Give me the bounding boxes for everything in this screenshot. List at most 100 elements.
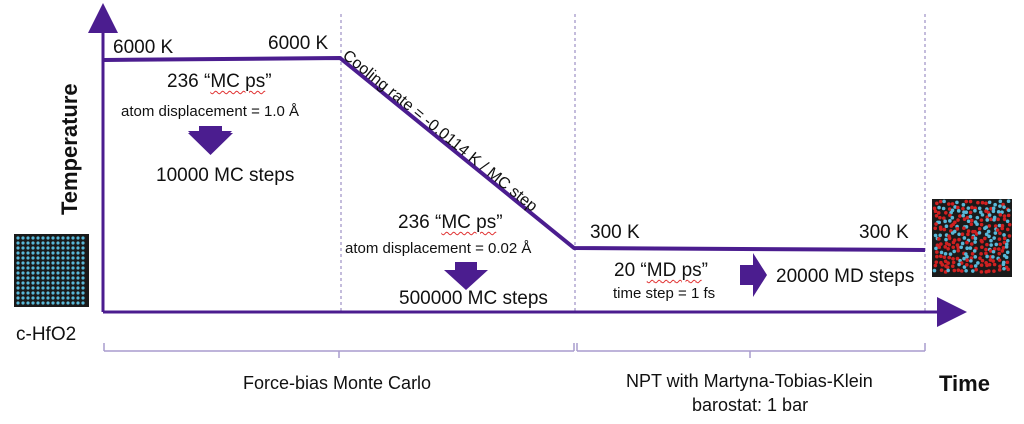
atom-dot xyxy=(977,231,982,235)
atom-dot xyxy=(951,260,956,265)
atom-dot xyxy=(66,296,70,300)
atom-dot xyxy=(81,266,85,270)
atom-dot xyxy=(61,291,65,295)
atom-dot xyxy=(966,232,970,237)
atom-dot xyxy=(76,271,80,275)
atom-dot xyxy=(36,256,40,260)
atom-dot xyxy=(66,301,70,305)
atom-dot xyxy=(21,266,25,270)
atom-dot xyxy=(76,241,80,245)
atom-dot xyxy=(21,246,25,250)
atom-dot xyxy=(985,242,989,247)
atom-dot xyxy=(51,296,55,300)
atom-dot xyxy=(974,232,979,236)
atom-dot xyxy=(71,261,75,265)
bracket-right-label-line2: barostat: 1 bar xyxy=(692,395,809,415)
atom-dot xyxy=(1000,249,1005,253)
atom-dot xyxy=(974,267,979,272)
atom-dot xyxy=(998,231,1002,236)
atom-dot xyxy=(980,245,984,250)
atom-dot xyxy=(26,266,30,270)
atom-dot xyxy=(76,291,80,295)
atom-dot xyxy=(46,251,50,255)
atom-dot xyxy=(46,276,50,280)
atom-dot xyxy=(975,215,980,220)
atom-dot xyxy=(66,271,70,275)
atom-dot xyxy=(1000,226,1005,231)
atom-dot xyxy=(56,256,60,260)
right-arrow xyxy=(740,253,767,297)
atom-dot xyxy=(961,202,966,207)
atom-dot xyxy=(1002,217,1007,222)
atom-dot xyxy=(56,241,60,245)
atom-dot xyxy=(56,281,60,285)
atom-dot xyxy=(41,241,45,245)
atom-dot xyxy=(934,222,938,226)
atom-dot xyxy=(950,264,955,268)
atom-dot xyxy=(992,262,997,267)
atom-dot xyxy=(26,251,30,255)
atom-dot xyxy=(1004,255,1009,260)
atom-dot xyxy=(26,261,30,265)
atom-dot xyxy=(66,286,70,290)
atom-dot xyxy=(933,209,938,214)
atom-dot xyxy=(31,296,35,300)
atom-dot xyxy=(984,247,988,252)
atom-dot xyxy=(940,263,945,267)
atom-dot xyxy=(934,260,939,264)
atom-dot xyxy=(51,276,55,280)
atom-dot xyxy=(71,296,75,300)
atom-dot xyxy=(956,268,961,273)
atom-dot xyxy=(71,256,75,260)
atom-dot xyxy=(998,204,1002,208)
down-arrow-2 xyxy=(444,262,488,290)
atom-dot xyxy=(947,255,951,260)
atom-dot xyxy=(51,251,55,255)
atom-dot xyxy=(997,237,1002,241)
atom-dot xyxy=(992,247,997,251)
atom-dot xyxy=(991,259,995,263)
atom-dot xyxy=(56,271,60,275)
atom-dot xyxy=(81,296,85,300)
bracket-left-label: Force-bias Monte Carlo xyxy=(243,373,432,393)
atom-dot xyxy=(998,264,1002,269)
atom-dot xyxy=(975,222,979,226)
atom-dot xyxy=(937,245,942,250)
atom-dot xyxy=(26,276,30,280)
atom-dot xyxy=(21,296,25,300)
final-structure-image xyxy=(932,199,1012,277)
atom-dot xyxy=(948,213,952,218)
atom-dot xyxy=(955,256,960,261)
atom-dot xyxy=(61,276,65,280)
atom-dot xyxy=(933,233,938,238)
atom-dot xyxy=(61,241,65,245)
atom-dot xyxy=(951,256,955,261)
atom-dot xyxy=(987,262,992,267)
atom-dot xyxy=(41,246,45,250)
atom-dot xyxy=(16,251,20,255)
atom-dot xyxy=(933,226,938,231)
atom-dot xyxy=(996,217,1000,222)
atom-dot xyxy=(26,236,30,240)
atom-dot xyxy=(76,261,80,265)
atom-dot xyxy=(46,256,50,260)
atom-dot xyxy=(21,281,25,285)
atom-dot xyxy=(51,261,55,265)
atom-dot xyxy=(66,281,70,285)
atom-dot xyxy=(968,210,973,215)
atom-dot xyxy=(1005,219,1010,224)
atom-dot xyxy=(958,214,962,218)
atom-dot xyxy=(988,249,993,253)
atom-dot xyxy=(1005,260,1010,265)
atom-dot xyxy=(61,271,65,275)
atom-dot xyxy=(977,206,982,211)
atom-dot xyxy=(983,226,987,231)
atom-dot xyxy=(942,227,947,232)
atom-dot xyxy=(46,236,50,240)
atom-dot xyxy=(46,286,50,290)
atom-dot xyxy=(56,246,60,250)
atom-dot xyxy=(973,240,977,244)
atom-dot xyxy=(16,296,20,300)
atom-dot xyxy=(71,271,75,275)
atom-dot xyxy=(76,266,80,270)
